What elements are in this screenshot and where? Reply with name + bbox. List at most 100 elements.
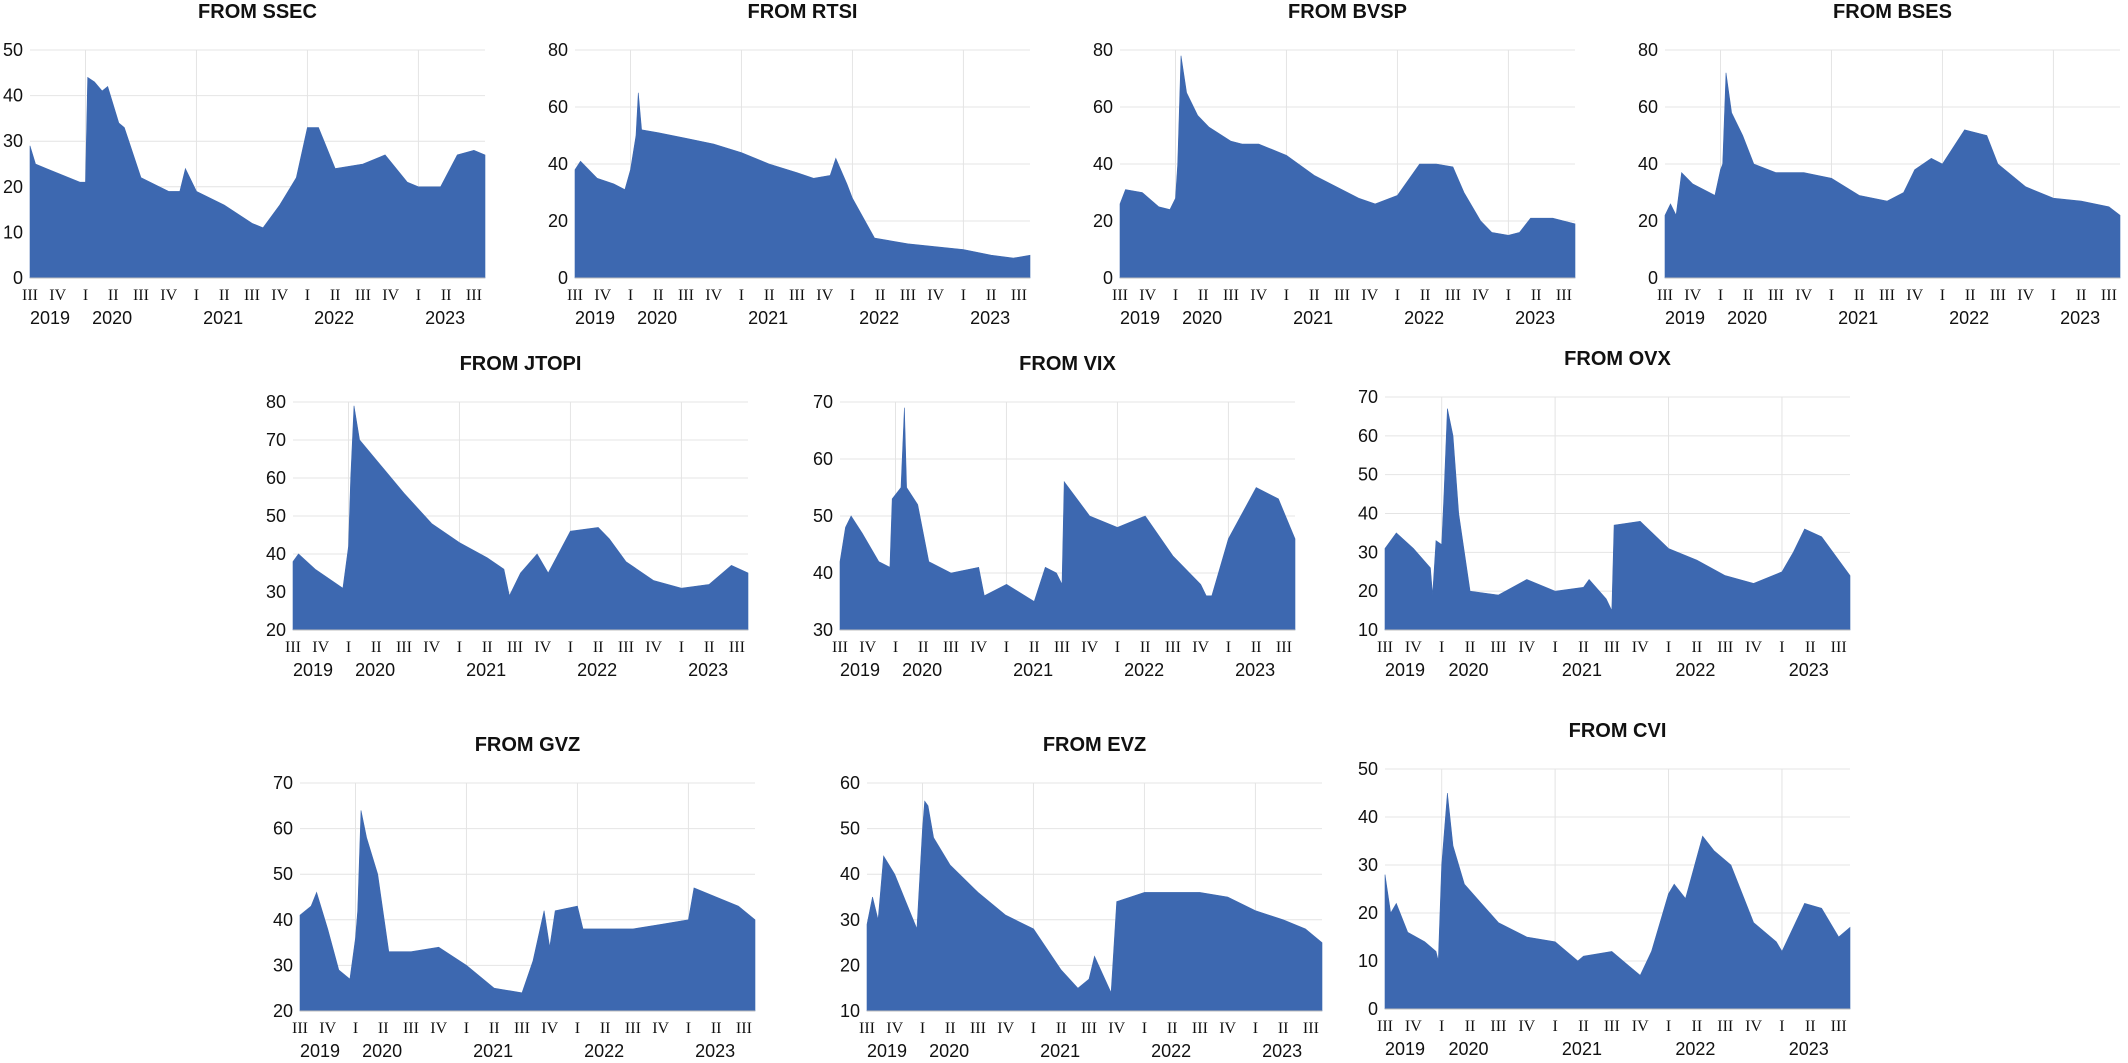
quarter-label: III: [285, 639, 301, 656]
quarter-label: IV: [49, 287, 66, 304]
y-tick-label: 60: [548, 97, 568, 117]
quarter-label: I: [346, 639, 351, 656]
quarter-label: II: [441, 287, 452, 304]
year-label: 2021: [1293, 308, 1333, 328]
year-label: 2020: [355, 660, 395, 680]
quarter-label: III: [1604, 639, 1620, 656]
year-label: 2022: [1124, 660, 1164, 680]
chart-title: FROM EVZ: [1043, 734, 1146, 756]
quarter-label: III: [1112, 287, 1128, 304]
quarter-label: III: [1081, 1020, 1097, 1037]
quarter-label: I: [1004, 639, 1009, 656]
quarter-label: IV: [705, 287, 722, 304]
y-tick-label: 0: [558, 268, 568, 288]
quarter-label: IV: [2017, 287, 2034, 304]
year-label: 2023: [695, 1041, 735, 1061]
quarter-label: IV: [160, 287, 177, 304]
y-tick-label: 50: [3, 40, 23, 60]
year-label: 2021: [466, 660, 506, 680]
year-label: 2022: [577, 660, 617, 680]
y-tick-label: 40: [1358, 504, 1378, 524]
quarter-label: II: [1251, 639, 1262, 656]
quarter-label: III: [618, 639, 634, 656]
quarter-label: IV: [1795, 287, 1812, 304]
year-label: 2023: [1789, 1039, 1829, 1059]
quarter-label: II: [482, 639, 493, 656]
quarter-label: II: [1578, 1018, 1589, 1035]
quarter-label: III: [943, 639, 959, 656]
quarter-label: II: [764, 287, 775, 304]
quarter-label: II: [1056, 1020, 1067, 1037]
y-tick-label: 30: [813, 620, 833, 640]
quarter-label: III: [678, 287, 694, 304]
quarter-label: I: [686, 1020, 691, 1037]
area-series: [1384, 408, 1851, 631]
quarter-label: IV: [1906, 287, 1923, 304]
quarter-label: II: [945, 1020, 956, 1037]
quarter-label: III: [396, 639, 412, 656]
quarter-label: II: [1743, 287, 1754, 304]
quarter-label: III: [133, 287, 149, 304]
y-tick-label: 40: [266, 544, 286, 564]
year-label: 2023: [1235, 660, 1275, 680]
quarter-label: IV: [1518, 1018, 1535, 1035]
quarter-label: III: [1490, 639, 1506, 656]
quarter-label: IV: [382, 287, 399, 304]
quarter-label: I: [628, 287, 633, 304]
quarter-label: II: [1531, 287, 1542, 304]
y-tick-label: 80: [548, 40, 568, 60]
y-tick-label: 0: [13, 268, 23, 288]
quarter-label: II: [1805, 1018, 1816, 1035]
quarter-label: II: [1029, 639, 1040, 656]
quarter-label: III: [1556, 287, 1572, 304]
y-tick-label: 60: [1093, 97, 1113, 117]
quarter-label: IV: [970, 639, 987, 656]
quarter-label: IV: [1518, 639, 1535, 656]
year-label: 2019: [867, 1041, 907, 1061]
y-tick-label: 70: [813, 392, 833, 412]
quarter-label: III: [1831, 639, 1847, 656]
quarter-label: I: [416, 287, 421, 304]
quarter-label: III: [1445, 287, 1461, 304]
y-tick-label: 30: [840, 910, 860, 930]
chart-title: FROM JTOPI: [460, 353, 582, 375]
quarter-label: I: [1666, 1018, 1671, 1035]
y-tick-label: 60: [813, 449, 833, 469]
y-tick-label: 40: [548, 154, 568, 174]
quarter-label: III: [292, 1020, 308, 1037]
y-tick-label: 10: [1358, 620, 1378, 640]
quarter-label: IV: [319, 1020, 336, 1037]
quarter-label: III: [1657, 287, 1673, 304]
y-tick-label: 20: [1358, 581, 1378, 601]
year-label: 2022: [859, 308, 899, 328]
year-label: 2019: [1120, 308, 1160, 328]
quarter-label: II: [1692, 1018, 1703, 1035]
quarter-label: II: [1965, 287, 1976, 304]
year-label: 2022: [1151, 1041, 1191, 1061]
quarter-label: I: [305, 287, 310, 304]
y-tick-label: 10: [840, 1001, 860, 1021]
quarter-label: I: [1142, 1020, 1147, 1037]
quarter-label: I: [1115, 639, 1120, 656]
quarter-label: III: [970, 1020, 986, 1037]
quarter-label: IV: [652, 1020, 669, 1037]
quarter-label: III: [1054, 639, 1070, 656]
area-series: [866, 800, 1323, 1012]
quarter-label: I: [1779, 1018, 1784, 1035]
quarter-label: I: [739, 287, 744, 304]
quarter-label: II: [711, 1020, 722, 1037]
quarter-label: III: [729, 639, 745, 656]
quarter-label: IV: [886, 1020, 903, 1037]
quarter-label: IV: [1745, 639, 1762, 656]
y-tick-label: 50: [840, 819, 860, 839]
quarter-label: IV: [1745, 1018, 1762, 1035]
y-tick-label: 30: [1358, 542, 1378, 562]
area-series: [1664, 72, 2121, 279]
y-tick-label: 80: [266, 392, 286, 412]
y-tick-label: 50: [813, 506, 833, 526]
